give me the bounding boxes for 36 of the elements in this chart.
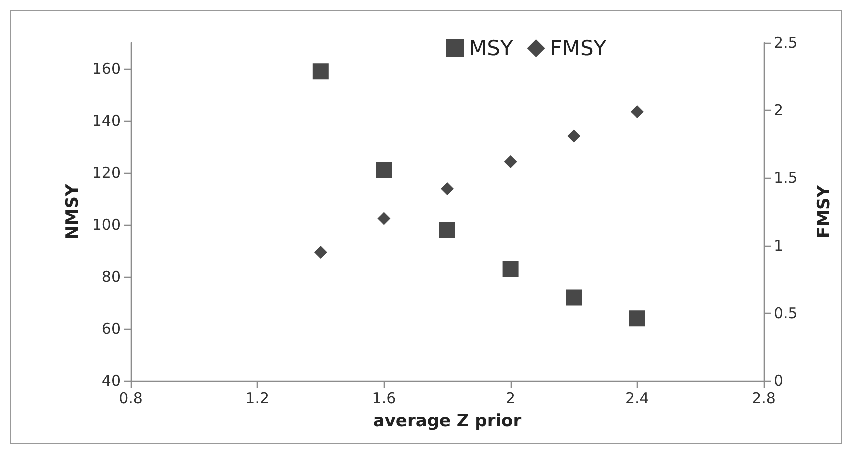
y2-axis-title: FMSY bbox=[814, 184, 834, 239]
point bbox=[568, 130, 581, 143]
y-axis-title: NMSY bbox=[62, 183, 83, 240]
x-tick-label: 2.4 bbox=[625, 390, 650, 408]
point bbox=[441, 182, 454, 196]
y2-tick-label: 2.5 bbox=[774, 34, 798, 52]
x-axis-title: average Z prior bbox=[373, 412, 522, 432]
x-tick-label: 1.6 bbox=[372, 390, 396, 408]
y-tick-label: 100 bbox=[92, 216, 121, 234]
y-tick-label: 60 bbox=[102, 320, 121, 338]
point bbox=[440, 222, 456, 238]
x-tick-label: 0.8 bbox=[119, 390, 143, 408]
y-tick-label: 120 bbox=[92, 164, 121, 182]
y-tick-label: 80 bbox=[102, 268, 121, 286]
y2-tick-label: 0 bbox=[774, 372, 784, 390]
point bbox=[566, 290, 582, 306]
point bbox=[629, 310, 646, 327]
point bbox=[502, 261, 519, 278]
x-tick-label: 2 bbox=[506, 390, 516, 408]
point bbox=[378, 212, 391, 226]
y2-tick-label: 2 bbox=[774, 102, 784, 120]
x-tick-label: 1.2 bbox=[246, 390, 270, 408]
point bbox=[376, 162, 392, 178]
legend-label: MSY bbox=[469, 36, 514, 60]
y2-tick-label: 0.5 bbox=[774, 304, 798, 322]
y-tick-label: 140 bbox=[92, 112, 121, 130]
y-tick-label: 40 bbox=[102, 372, 121, 390]
point bbox=[504, 155, 518, 168]
point bbox=[312, 64, 329, 80]
x-tick-label: 2.8 bbox=[752, 390, 776, 408]
y2-tick-label: 1 bbox=[774, 236, 784, 255]
legend-label: FMSY bbox=[550, 36, 607, 60]
point bbox=[314, 246, 328, 260]
y-tick-label: 160 bbox=[92, 60, 121, 78]
y2-tick-label: 1.5 bbox=[774, 169, 798, 188]
point bbox=[630, 105, 644, 118]
